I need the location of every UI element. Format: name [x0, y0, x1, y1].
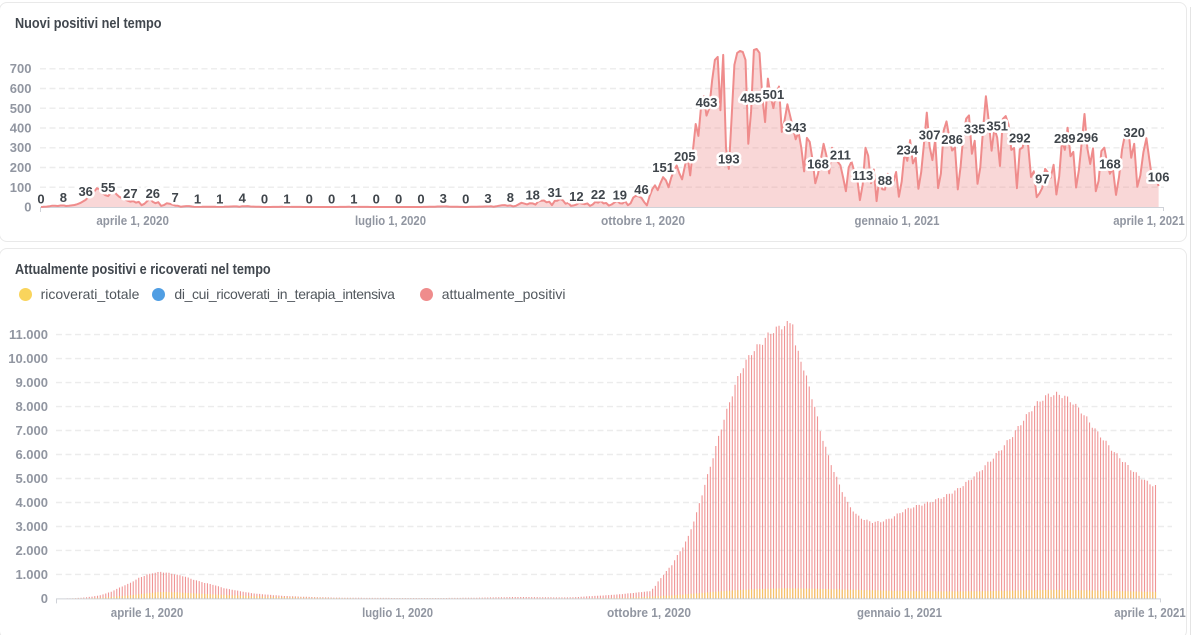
svg-text:luglio 1, 2020: luglio 1, 2020 — [355, 213, 426, 228]
svg-text:10.000: 10.000 — [8, 351, 48, 366]
svg-text:7: 7 — [171, 190, 178, 205]
svg-text:292: 292 — [1009, 131, 1031, 146]
svg-text:97: 97 — [1035, 171, 1049, 186]
svg-text:12: 12 — [569, 189, 583, 204]
svg-text:8: 8 — [507, 190, 514, 205]
svg-text:335: 335 — [964, 122, 986, 137]
svg-text:46: 46 — [634, 182, 648, 197]
svg-text:211: 211 — [830, 148, 851, 163]
svg-text:luglio 1, 2020: luglio 1, 2020 — [362, 605, 433, 620]
svg-text:1: 1 — [283, 191, 290, 206]
svg-text:300: 300 — [10, 140, 32, 155]
svg-text:31: 31 — [547, 185, 561, 200]
svg-text:400: 400 — [10, 121, 32, 136]
svg-text:0: 0 — [417, 192, 424, 207]
svg-text:296: 296 — [1077, 130, 1099, 145]
svg-text:1: 1 — [194, 191, 201, 206]
svg-text:2.000: 2.000 — [15, 543, 48, 558]
svg-text:463: 463 — [696, 95, 718, 110]
svg-text:0: 0 — [306, 192, 313, 207]
svg-text:ottobre 1, 2020: ottobre 1, 2020 — [601, 213, 685, 228]
svg-text:3: 3 — [440, 191, 447, 206]
svg-text:3.000: 3.000 — [15, 519, 48, 534]
svg-text:151: 151 — [652, 160, 674, 175]
svg-text:1.000: 1.000 — [15, 567, 48, 582]
svg-text:168: 168 — [807, 157, 829, 172]
svg-text:501: 501 — [763, 87, 785, 102]
svg-text:343: 343 — [785, 120, 807, 135]
svg-text:320: 320 — [1123, 125, 1145, 140]
svg-text:1: 1 — [350, 191, 357, 206]
svg-text:aprile 1, 2021: aprile 1, 2021 — [1114, 605, 1186, 620]
svg-text:485: 485 — [740, 90, 762, 105]
svg-text:aprile 1, 2020: aprile 1, 2020 — [96, 213, 168, 228]
svg-text:168: 168 — [1099, 157, 1121, 172]
svg-text:4: 4 — [239, 191, 247, 206]
svg-text:gennaio 1, 2021: gennaio 1, 2021 — [855, 213, 940, 228]
svg-text:351: 351 — [986, 118, 1008, 133]
svg-text:286: 286 — [941, 132, 963, 147]
svg-text:0: 0 — [462, 192, 469, 207]
svg-text:205: 205 — [674, 149, 696, 164]
svg-text:700: 700 — [10, 61, 32, 76]
svg-text:0: 0 — [395, 192, 402, 207]
svg-text:88: 88 — [878, 173, 892, 188]
svg-text:ottobre 1, 2020: ottobre 1, 2020 — [607, 605, 691, 620]
svg-text:100: 100 — [10, 180, 32, 195]
svg-text:26: 26 — [146, 186, 160, 201]
svg-text:600: 600 — [10, 81, 32, 96]
svg-text:4.000: 4.000 — [15, 495, 48, 510]
svg-text:0: 0 — [37, 192, 44, 207]
svg-text:8: 8 — [60, 190, 67, 205]
svg-text:113: 113 — [852, 168, 873, 183]
svg-text:9.000: 9.000 — [15, 375, 48, 390]
svg-text:200: 200 — [10, 160, 32, 175]
svg-text:aprile 1, 2021: aprile 1, 2021 — [1113, 213, 1185, 228]
svg-text:6.000: 6.000 — [15, 447, 48, 462]
svg-text:27: 27 — [123, 186, 137, 201]
svg-text:11.000: 11.000 — [9, 327, 48, 342]
svg-text:106: 106 — [1148, 169, 1170, 184]
svg-text:193: 193 — [718, 151, 740, 166]
svg-text:7.000: 7.000 — [15, 423, 48, 438]
svg-text:0: 0 — [24, 200, 31, 215]
svg-text:55: 55 — [101, 180, 115, 195]
svg-text:5.000: 5.000 — [15, 471, 48, 486]
svg-text:gennaio 1, 2021: gennaio 1, 2021 — [857, 605, 942, 620]
svg-text:19: 19 — [613, 188, 627, 203]
svg-text:8.000: 8.000 — [15, 399, 48, 414]
svg-text:36: 36 — [78, 184, 92, 199]
svg-text:3: 3 — [484, 191, 491, 206]
svg-text:307: 307 — [919, 128, 941, 143]
svg-text:1: 1 — [216, 191, 223, 206]
svg-text:aprile 1, 2020: aprile 1, 2020 — [111, 605, 184, 620]
svg-text:0: 0 — [41, 591, 48, 606]
svg-text:234: 234 — [896, 143, 918, 158]
svg-text:500: 500 — [10, 101, 32, 116]
svg-text:0: 0 — [373, 192, 380, 207]
svg-text:0: 0 — [328, 192, 335, 207]
svg-text:18: 18 — [525, 188, 539, 203]
svg-text:289: 289 — [1054, 131, 1076, 146]
svg-text:22: 22 — [591, 187, 605, 202]
svg-text:0: 0 — [261, 192, 268, 207]
